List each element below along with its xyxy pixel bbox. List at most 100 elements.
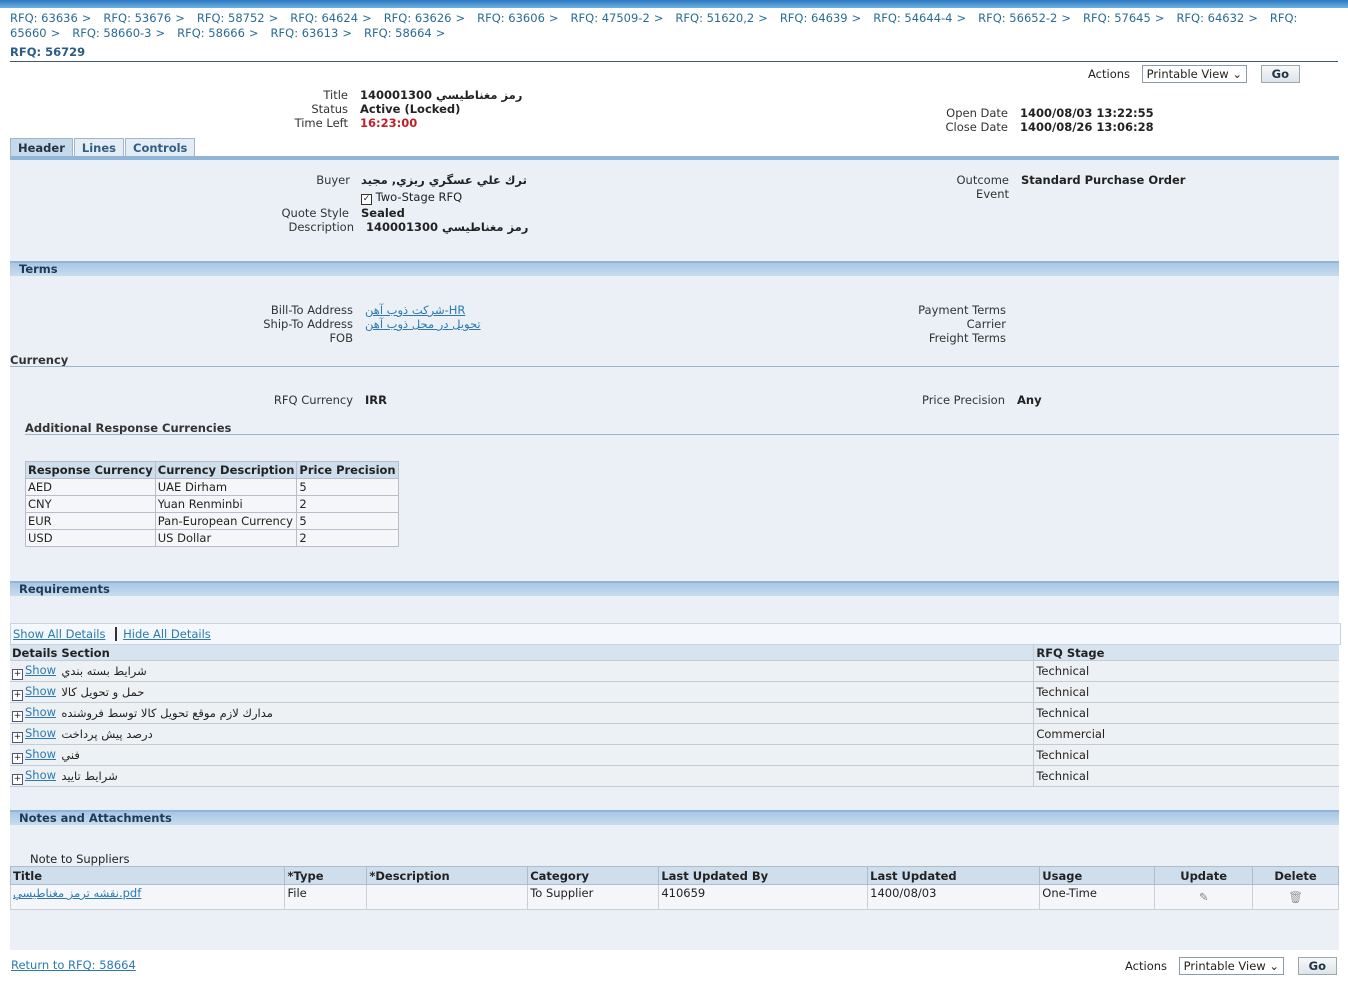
breadcrumb-link[interactable]: RFQ: 64632	[1176, 11, 1245, 25]
return-link[interactable]: Return to RFQ: 58664	[11, 958, 136, 972]
breadcrumb-separator: >	[81, 11, 92, 25]
stage-cell: Technical	[1033, 744, 1339, 766]
details-cell: + Show	[10, 681, 60, 703]
breadcrumb-separator: >	[653, 11, 664, 25]
attachment-col: *Description	[366, 866, 529, 885]
currency-cell: Pan-European Currency	[154, 512, 298, 530]
tab-lines[interactable]: Lines	[73, 138, 124, 157]
show-link[interactable]: Show	[25, 683, 57, 698]
expand-icon[interactable]: +	[12, 731, 23, 743]
breadcrumb-link[interactable]: RFQ: 53676	[103, 11, 172, 25]
breadcrumb-link[interactable]: RFQ: 63636	[10, 11, 78, 25]
expand-icon[interactable]: +	[12, 689, 23, 701]
go-button[interactable]: Go	[1297, 957, 1337, 975]
breadcrumb-separator: >	[268, 11, 279, 25]
breadcrumb-link[interactable]: RFQ: 58660-3	[72, 26, 152, 40]
attachment-col: Title	[9, 866, 286, 885]
status-label: Status	[311, 102, 348, 116]
open-date-value: 1400/08/03 13:22:55	[1020, 106, 1154, 120]
actions-select[interactable]: Printable View ⌄	[1141, 65, 1247, 83]
table-row: EUR Pan-European Currency 5	[25, 512, 399, 530]
go-button[interactable]: Go	[1260, 65, 1300, 83]
show-link[interactable]: Show	[25, 767, 57, 782]
tab-bar: Header Lines Controls	[10, 138, 196, 157]
breadcrumb-link[interactable]: RFQ: 63613	[270, 26, 339, 40]
breadcrumb-separator: >	[50, 26, 61, 40]
breadcrumb-link[interactable]: RFQ: 56652-2	[978, 11, 1058, 25]
breadcrumb-separator: >	[548, 11, 559, 25]
section-terms: Terms	[10, 261, 1339, 276]
two-stage-checkbox[interactable]: ✓ Two-Stage RFQ	[361, 190, 463, 205]
section-cell: درصد پيش پرداخت	[59, 723, 1034, 745]
currency-cell: UAE Dirham	[154, 478, 298, 496]
breadcrumb-link[interactable]: RFQ: 64624	[290, 11, 359, 25]
description-label: Description	[288, 220, 355, 234]
show-link[interactable]: Show	[25, 662, 57, 677]
currency-col: Response Currency	[25, 461, 156, 479]
rfq-currency-label: RFQ Currency	[273, 393, 353, 407]
breadcrumb-separator: >	[362, 11, 372, 25]
breadcrumb-separator: >	[1061, 11, 1072, 25]
breadcrumb-link[interactable]: RFQ: 58752	[196, 11, 265, 25]
show-all-details-link[interactable]: Show All Details	[13, 627, 106, 641]
breadcrumb-separator: >	[1154, 11, 1165, 25]
breadcrumb-separator: >	[435, 26, 446, 40]
expand-icon[interactable]: +	[12, 710, 23, 722]
attachment-col: Last Updated	[867, 866, 1041, 885]
show-link[interactable]: Show	[25, 746, 57, 761]
breadcrumb-link[interactable]: RFQ: 58666	[177, 26, 245, 40]
currency-cell: Yuan Renminbi	[154, 495, 298, 513]
tab-controls[interactable]: Controls	[125, 138, 196, 157]
breadcrumb-separator: >	[851, 11, 862, 25]
breadcrumb-link[interactable]: RFQ: 63626	[383, 11, 452, 25]
attachment-cell	[366, 884, 529, 910]
expand-icon[interactable]: +	[12, 773, 23, 785]
attachment-cell: One-Time	[1039, 884, 1156, 910]
currency-cell: USD	[25, 529, 156, 547]
pencil-icon[interactable]: ✎	[1198, 890, 1209, 904]
breadcrumb-link[interactable]: RFQ: 64639	[779, 11, 848, 25]
update-cell: ✎	[1154, 884, 1254, 910]
actions-bottom: Actions Printable View ⌄ Go	[1125, 957, 1337, 975]
time-left-label: Time Left	[294, 116, 348, 130]
breadcrumb-link[interactable]: RFQ: 65660	[10, 11, 1298, 40]
breadcrumb-link[interactable]: RFQ: 58664	[363, 26, 432, 40]
section-cell: شرايط تاييد	[59, 765, 1034, 787]
details-cell: + Show	[10, 660, 60, 682]
currency-col: Price Precision	[296, 461, 399, 479]
table-row: + Show حمل و تحويل كالا Technical	[10, 681, 1339, 703]
currency-col: Currency Description	[154, 461, 298, 479]
show-link[interactable]: Show	[25, 725, 57, 740]
breadcrumb-link[interactable]: RFQ: 57645	[1083, 11, 1151, 25]
tab-header[interactable]: Header	[10, 138, 73, 157]
trash-icon[interactable]: 🗑	[1288, 890, 1303, 904]
table-row: + Show مدارك لازم موقع تحويل كالا توسط فرو…	[10, 702, 1339, 724]
close-date-label: Close Date	[945, 120, 1008, 134]
table-row: AED UAE Dirham 5	[25, 478, 399, 496]
stage-cell: Technical	[1033, 681, 1339, 703]
ship-to-link[interactable]: تحويل در محل ذوب آهن	[365, 317, 481, 331]
breadcrumb-link[interactable]: RFQ: 47509-2	[570, 11, 650, 25]
col-section: Section	[59, 645, 1034, 661]
carrier-label: Carrier	[966, 317, 1006, 331]
hide-all-details-link[interactable]: Hide All Details	[123, 627, 211, 641]
delete-cell: 🗑	[1252, 884, 1339, 910]
table-row: نقشه ترمز مغناطيسي.pdf File To Supplier 410…	[9, 884, 1339, 910]
breadcrumb-link[interactable]: RFQ: 51620,2	[675, 11, 755, 25]
breadcrumb-link[interactable]: RFQ: 63606	[477, 11, 545, 25]
show-link[interactable]: Show	[25, 704, 57, 719]
buyer-value: ترك علي عسگري ريزي, مجيد	[361, 173, 527, 187]
expand-icon[interactable]: +	[12, 752, 23, 764]
actions-label: Actions	[1088, 67, 1131, 81]
section-cell: شرايط بسته بندي	[59, 660, 1034, 682]
table-row: + Show شرايط بسته بندي Technical	[10, 660, 1339, 682]
currency-cell: US Dollar	[154, 529, 298, 547]
breadcrumb: RFQ: 63636 > RFQ: 53676 > RFQ: 58752 > RFQ: 64…	[0, 8, 1348, 41]
breadcrumb-link[interactable]: RFQ: 54644-4	[873, 11, 953, 25]
attachment-title-link[interactable]: نقشه ترمز مغناطيسي.pdf	[9, 884, 286, 910]
fob-label: FOB	[329, 331, 353, 345]
expand-icon[interactable]: +	[12, 668, 23, 680]
status-value: Active (Locked)	[360, 102, 461, 116]
bill-to-link[interactable]: شركت ذوب آهن-HR	[365, 303, 466, 317]
actions-select[interactable]: Printable View ⌄	[1178, 957, 1284, 975]
